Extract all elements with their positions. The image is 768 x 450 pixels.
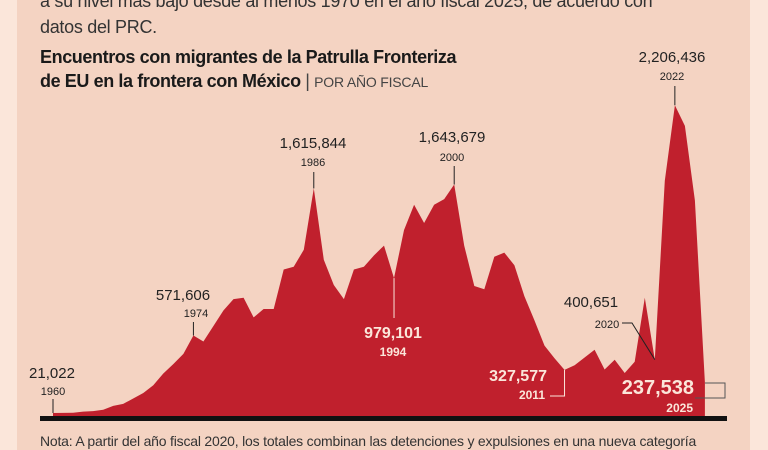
label-1994-year: 1994 — [380, 345, 407, 359]
label-1960-year: 1960 — [41, 386, 65, 398]
label-2011-value: 327,577 — [489, 368, 547, 385]
label-1974-year: 1974 — [184, 308, 208, 320]
chart-subtitle: POR AÑO FISCAL — [314, 74, 429, 90]
label-2000-year: 2000 — [440, 152, 464, 164]
chart-title: Encuentros con migrantes de la Patrulla … — [40, 45, 457, 94]
label-1986-value: 1,615,844 — [280, 135, 347, 152]
baseline-axis — [40, 416, 727, 421]
footnote: Nota: A partir del año fiscal 2020, los … — [40, 433, 697, 449]
label-2000-value: 1,643,679 — [419, 129, 486, 146]
label-2022-year: 2022 — [660, 71, 684, 83]
intro-line-2: datos del PRC. — [40, 17, 157, 37]
label-1960-value: 21,022 — [29, 365, 75, 382]
label-2022-value: 2,206,436 — [639, 49, 706, 66]
label-2025-value: 237,538 — [622, 377, 694, 399]
title-line-1: Encuentros con migrantes de la Patrulla … — [40, 47, 457, 67]
leader-2011 — [550, 369, 566, 397]
label-1974-value: 571,606 — [156, 287, 210, 304]
label-2011-year: 2011 — [519, 388, 545, 402]
intro-text: a su nivel más bajo desde al menos 1970 … — [40, 0, 740, 40]
label-2020-year: 2020 — [595, 319, 619, 331]
title-line-2: de EU en la frontera con México — [40, 71, 301, 91]
area-series — [53, 105, 705, 416]
leader-2020 — [622, 322, 656, 360]
intro-line-1: a su nivel más bajo desde al menos 1970 … — [40, 0, 653, 11]
title-separator: | — [305, 71, 310, 91]
leader-2025 — [695, 382, 726, 399]
label-1986-year: 1986 — [301, 157, 325, 169]
label-1994-value: 979,101 — [364, 325, 422, 342]
label-2020-value: 400,651 — [564, 294, 618, 311]
label-2025-year: 2025 — [666, 401, 693, 415]
